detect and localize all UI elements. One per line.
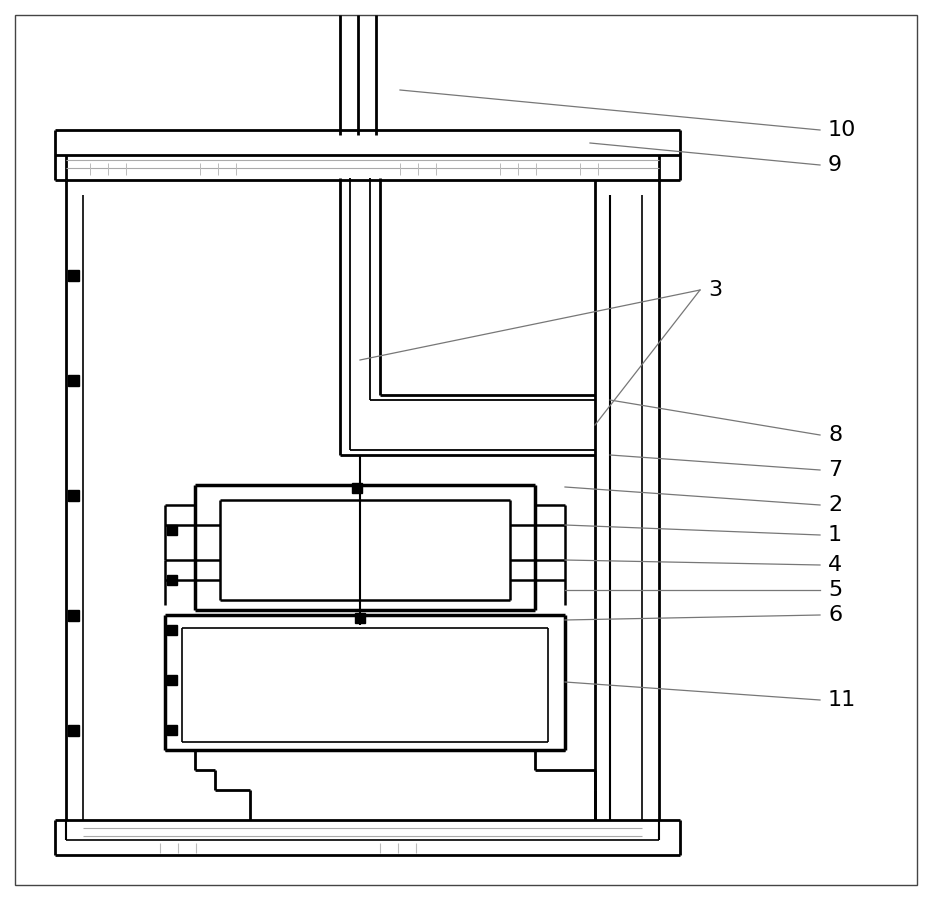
Text: 1: 1 xyxy=(828,525,843,545)
Text: 8: 8 xyxy=(828,425,843,445)
Bar xyxy=(68,375,79,386)
Text: 3: 3 xyxy=(708,280,722,300)
Bar xyxy=(68,270,79,281)
Bar xyxy=(355,613,365,623)
Bar xyxy=(68,725,79,736)
Bar xyxy=(167,625,177,635)
Text: 4: 4 xyxy=(828,555,843,575)
Bar xyxy=(167,525,177,535)
Text: 6: 6 xyxy=(828,605,843,625)
Bar xyxy=(352,483,362,493)
Bar xyxy=(167,675,177,685)
Text: 2: 2 xyxy=(828,495,843,515)
Text: 9: 9 xyxy=(828,155,843,175)
Text: 5: 5 xyxy=(828,580,843,600)
Bar xyxy=(167,575,177,585)
Bar xyxy=(167,725,177,735)
Text: 7: 7 xyxy=(828,460,843,480)
Text: 10: 10 xyxy=(828,120,857,140)
Bar xyxy=(68,490,79,501)
Bar xyxy=(68,610,79,621)
Text: 11: 11 xyxy=(828,690,857,710)
